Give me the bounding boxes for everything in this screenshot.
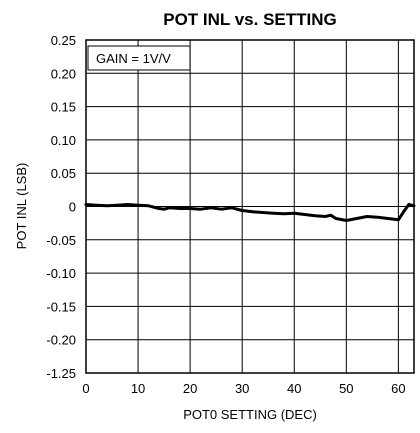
annotation-background [87,45,191,71]
y-tick-label: -0.15 [46,299,76,314]
x-tick-label: 20 [183,381,197,396]
chart-title: POT INL vs. SETTING [163,10,337,29]
y-axis-ticks: 0.25 0.20 0.15 0.10 0.05 0 -0.05 -0.10 -0.15 -0.2… [46,33,76,381]
y-tick-label: -0.20 [46,333,76,348]
gain-annotation: GAIN = 1V/V [96,51,171,66]
x-tick-label: 60 [391,381,405,396]
plot-area [84,39,416,374]
x-tick-label: 40 [287,381,301,396]
y-axis-label: POT INL (LSB) [14,163,29,250]
series-line-pot0-inl [84,203,416,222]
y-tick-label: -0.10 [46,266,76,281]
y-tick-label: -0.05 [46,233,76,248]
x-axis-label: POT0 SETTING (DEC) [183,407,317,422]
x-tick-label: 30 [235,381,249,396]
y-tick-label: 0.15 [51,100,76,115]
x-tick-label: 10 [131,381,145,396]
y-tick-label: -1.25 [46,366,76,381]
x-tick-label: 0 [82,381,89,396]
y-tick-label: 0.25 [51,33,76,48]
y-tick-label: 0.20 [51,66,76,81]
y-tick-label: 0.05 [51,166,76,181]
y-tick-label: 0 [69,200,76,215]
annotation-box: GAIN = 1V/V [87,45,191,71]
y-tick-label: 0.10 [51,133,76,148]
x-tick-label: 50 [339,381,353,396]
x-axis-ticks: 0 10 20 30 40 50 60 [82,381,405,396]
